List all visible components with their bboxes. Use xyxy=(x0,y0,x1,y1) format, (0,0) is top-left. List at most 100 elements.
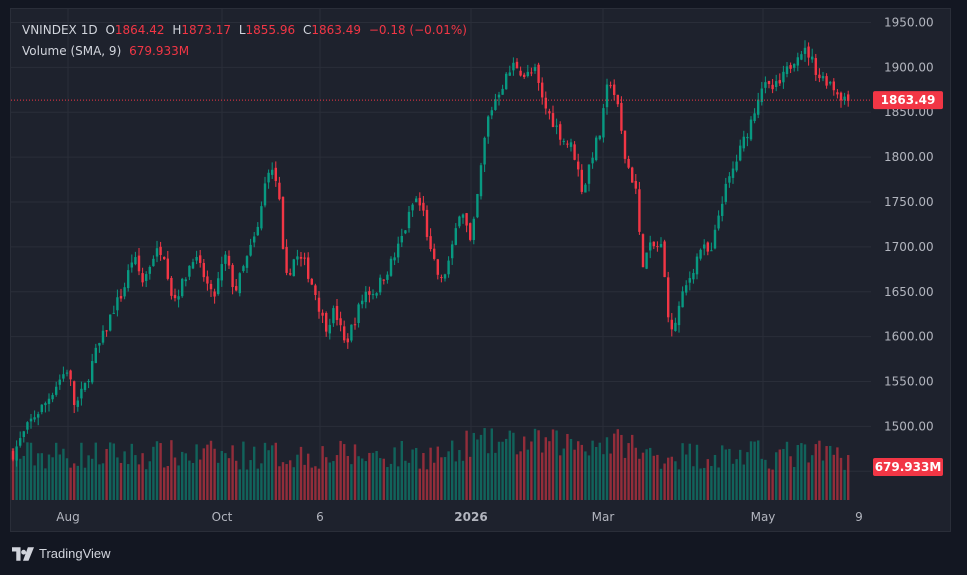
candle-body xyxy=(487,116,490,137)
candle-body xyxy=(721,203,724,216)
volume-bar xyxy=(494,452,497,500)
volume-bar xyxy=(436,446,439,500)
volume-bar xyxy=(454,461,457,500)
candle-body xyxy=(663,241,666,278)
volume-bar xyxy=(195,444,198,500)
volume-bar xyxy=(591,440,594,500)
volume-bar xyxy=(595,447,598,500)
candle-body xyxy=(605,84,609,108)
candle-body xyxy=(843,96,846,101)
symbol-name[interactable]: VNINDEX xyxy=(22,23,77,37)
volume-bar xyxy=(181,451,184,500)
x-tick-label: Aug xyxy=(56,510,79,524)
y-tick-label: 1750.00 xyxy=(884,195,934,209)
volume-bar xyxy=(530,441,533,500)
low-value: 1855.96 xyxy=(245,23,296,37)
candle-body xyxy=(760,88,763,103)
candle-body xyxy=(152,258,155,267)
candle-body xyxy=(559,124,562,140)
candle-body xyxy=(213,291,216,297)
candle-body xyxy=(573,144,576,160)
candle-body xyxy=(199,255,202,263)
volume-bar xyxy=(487,453,490,500)
candle-body xyxy=(515,61,519,69)
volume-bar xyxy=(116,457,119,500)
volume-bar xyxy=(458,450,461,500)
candle-body xyxy=(793,63,796,68)
volume-bar xyxy=(764,459,767,500)
volume-bar xyxy=(382,458,385,500)
volume-bar xyxy=(422,452,425,500)
candle-body xyxy=(569,142,573,147)
volume-bar xyxy=(137,464,141,500)
tradingview-branding[interactable]: TradingView xyxy=(12,546,111,561)
candle-body xyxy=(51,395,54,400)
candle-body xyxy=(238,273,241,294)
volume-bar xyxy=(760,458,763,500)
low-label: L xyxy=(238,23,246,37)
volume-bar xyxy=(508,430,511,500)
volume-bar xyxy=(515,454,519,500)
candle-body xyxy=(11,451,15,460)
candle-body xyxy=(62,374,65,379)
volume-bar xyxy=(170,440,173,500)
volume-bar xyxy=(814,444,817,500)
candle-body xyxy=(296,256,299,260)
volume-bar xyxy=(789,456,792,500)
y-tick-label: 1600.00 xyxy=(884,330,934,344)
ohlc-legend[interactable]: VNINDEX 1D O1864.42 H1873.17 L1855.96 C18… xyxy=(22,23,471,37)
volume-bar xyxy=(407,462,411,500)
candle-body xyxy=(260,206,263,229)
volume-legend[interactable]: Volume (SMA, 9) 679.933M xyxy=(22,44,193,58)
candle-body xyxy=(490,110,493,116)
volume-bar xyxy=(112,443,115,500)
candle-body xyxy=(350,324,353,341)
price-axis[interactable]: 1450.001500.001550.001600.001650.001700.… xyxy=(884,15,934,478)
time-axis[interactable]: Aug Oct 6 2026 Mar May 9 xyxy=(56,510,863,524)
volume-bar xyxy=(544,437,547,500)
change-value: −0.18 (−0.01%) xyxy=(368,23,467,37)
candle-body xyxy=(217,278,220,295)
candle-body xyxy=(98,342,101,346)
candle-body xyxy=(112,312,115,314)
candle-body xyxy=(303,257,306,259)
volume-bar xyxy=(152,446,155,500)
high-value: 1873.17 xyxy=(181,23,232,37)
volume-bar xyxy=(87,455,90,500)
volume-bar xyxy=(717,467,720,500)
volume-bar xyxy=(469,456,472,500)
candle-body xyxy=(595,137,598,161)
candle-body xyxy=(19,438,22,446)
candle-body xyxy=(429,236,432,250)
volume-bar xyxy=(299,446,303,500)
candle-body xyxy=(127,270,130,289)
volume-bar xyxy=(213,448,216,500)
candle-body xyxy=(321,312,324,316)
volume-bar xyxy=(11,448,15,500)
volume-bar xyxy=(652,455,655,500)
volume-bar xyxy=(584,451,587,500)
volume-bar xyxy=(206,444,209,500)
volume-bar xyxy=(253,446,256,500)
y-tick-label: 1950.00 xyxy=(884,15,934,29)
open-value: 1864.42 xyxy=(114,23,165,37)
volume-bar xyxy=(397,466,400,500)
candle-body xyxy=(29,418,33,422)
volume-bar xyxy=(353,444,357,500)
candle-body xyxy=(832,81,835,91)
volume-bar xyxy=(47,454,51,500)
volume-bar xyxy=(746,452,749,500)
candle-body xyxy=(267,172,270,183)
volume-bar xyxy=(569,438,573,500)
volume-bar xyxy=(163,467,166,500)
candle-body xyxy=(202,262,205,278)
candle-body xyxy=(116,297,119,311)
candle-body xyxy=(789,65,792,69)
volume-bar xyxy=(350,464,353,500)
candle-body xyxy=(591,157,594,164)
volume-bar xyxy=(465,430,468,500)
volume-bar xyxy=(753,441,756,500)
volume-bar xyxy=(65,458,69,500)
candle-body xyxy=(620,102,623,131)
